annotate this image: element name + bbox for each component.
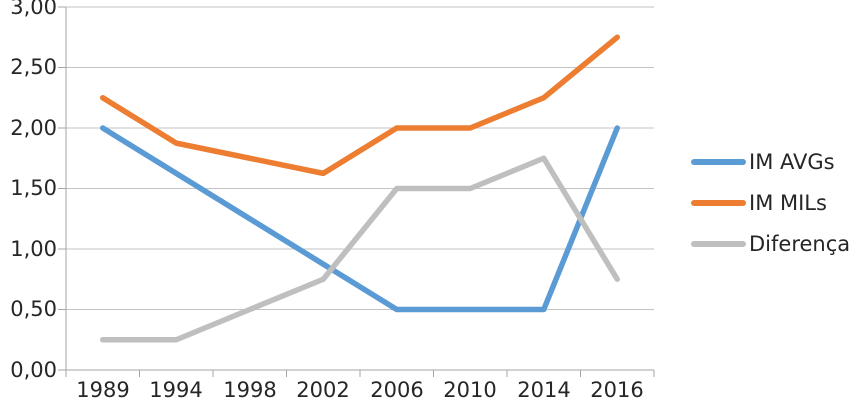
legend-swatch-im-mils — [691, 200, 746, 206]
y-tick-label: 0,50 — [10, 297, 57, 321]
legend-label: IM AVGs — [749, 150, 835, 174]
series-line-diferenca — [100, 155, 620, 343]
x-tick-label: 2014 — [517, 378, 571, 402]
legend-swatch-diferenca — [691, 241, 746, 247]
legend-swatch-im-avgs — [691, 159, 746, 165]
x-tick-label: 1998 — [223, 378, 277, 402]
x-tick-label: 2002 — [296, 378, 350, 402]
y-tick-label: 1,00 — [10, 237, 57, 261]
series-line-im-avgs — [100, 125, 620, 313]
y-tick-label: 0,00 — [10, 358, 57, 382]
x-tick-label: 2010 — [443, 378, 497, 402]
y-tick-label: 2,00 — [10, 116, 57, 140]
legend: IM AVGs IM MILs Diferença — [691, 150, 850, 256]
y-tick-label: 3,00 — [10, 0, 57, 19]
x-tick-label: 2006 — [370, 378, 424, 402]
legend-label: IM MILs — [749, 191, 827, 215]
x-tick-label: 2016 — [590, 378, 644, 402]
legend-item-im-mils: IM MILs — [691, 191, 850, 215]
legend-item-diferenca: Diferença — [691, 232, 850, 256]
series-line-im-mils — [100, 34, 620, 177]
legend-item-im-avgs: IM AVGs — [691, 150, 850, 174]
y-tick-label: 2,50 — [10, 55, 57, 79]
y-tick-label: 1,50 — [10, 176, 57, 200]
x-tick-label: 1989 — [76, 378, 130, 402]
legend-label: Diferença — [749, 232, 850, 256]
x-tick-label: 1994 — [149, 378, 203, 402]
